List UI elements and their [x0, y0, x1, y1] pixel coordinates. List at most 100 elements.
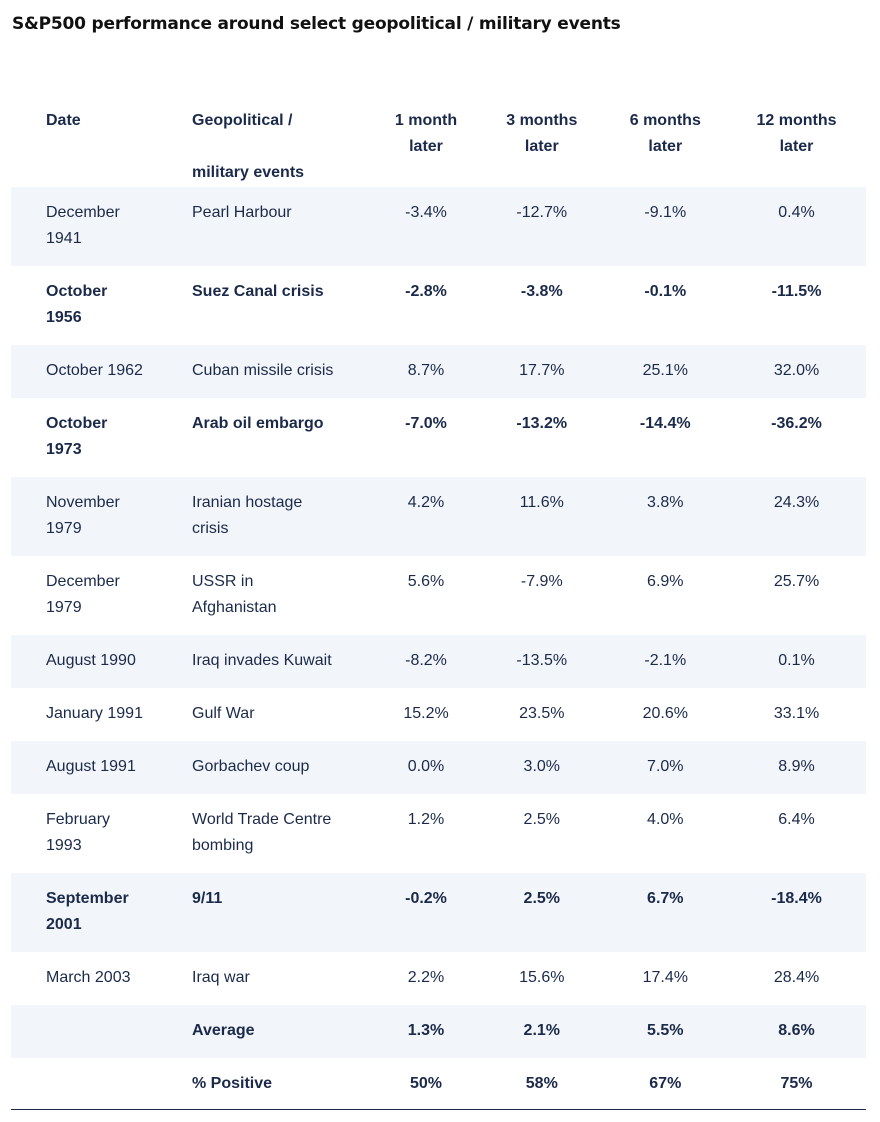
cell-12-months-text: 24.3% [773, 494, 820, 511]
cell-1-month: 15.2% [372, 688, 480, 741]
table-row: February 1993 World Trade Centre bombing 1.2… [11, 794, 866, 873]
cell-1-month: -7.0% [372, 398, 480, 477]
cell-6-months: -9.1% [604, 187, 728, 266]
cell-3-months-text: 11.6% [519, 494, 564, 511]
cell-date: March 2003 [11, 952, 192, 1005]
cell-3-months: -3.8% [480, 266, 604, 345]
cell-3-months-text: 2.5% [523, 890, 561, 907]
cell-3-months-text: 3.0% [523, 758, 561, 775]
cell-date: August 1990 [11, 635, 192, 688]
cell-event: Pearl Harbour [192, 187, 372, 266]
cell-12-months-text: 0.4% [778, 204, 815, 221]
cell-12-months: 8.6% [727, 1005, 866, 1058]
cell-3-months: 3.0% [480, 741, 604, 794]
cell-12-months: 6.4% [727, 794, 866, 873]
cell-1-month: -3.4% [372, 187, 480, 266]
cell-event-text: % Positive [192, 1075, 273, 1092]
cell-event: Iraq invades Kuwait [192, 635, 372, 688]
cell-event: Gorbachev coup [192, 741, 372, 794]
cell-date-text: October 1962 [46, 362, 143, 379]
cell-12-months-text: -18.4% [771, 890, 822, 907]
cell-event-text: Arab oil embargo [192, 415, 324, 432]
cell-6-months: 6.7% [604, 873, 728, 952]
header-12-months: 12 months later [756, 112, 837, 155]
cell-1-month-text: 15.2% [403, 705, 449, 722]
cell-6-months: 17.4% [604, 952, 728, 1005]
cell-date: August 1991 [11, 741, 192, 794]
cell-event-text: World Trade Centre [192, 811, 332, 828]
cell-6-months-text: 20.6% [642, 705, 688, 722]
cell-3-months: -12.7% [480, 187, 604, 266]
table-row: January 1991 Gulf War 15.2% 23.5% 20.6% 33.1% [11, 688, 866, 741]
cell-1-month: -0.2% [372, 873, 480, 952]
cell-6-months-text: -14.4% [639, 415, 691, 432]
cell-date: October 1956 [11, 266, 192, 345]
cell-event: Suez Canal crisis [192, 266, 372, 345]
cell-6-months: -14.4% [604, 398, 728, 477]
cell-event-text: Afghanistan [192, 599, 277, 616]
cell-1-month-text: 2.2% [407, 969, 445, 986]
cell-12-months: -36.2% [727, 398, 866, 477]
cell-6-months-text: 67% [649, 1075, 682, 1092]
table-row: September 2001 9/11 -0.2% 2.5% 6.7% -18.4% [11, 873, 866, 952]
cell-event: Iranian hostage crisis [192, 477, 372, 556]
cell-12-months: 0.1% [727, 635, 866, 688]
cell-event-text: Gorbachev coup [192, 758, 310, 775]
cell-1-month-text: 1.2% [407, 811, 445, 828]
cell-date-text: January 1991 [46, 705, 143, 722]
cell-1-month-text: -3.4% [405, 204, 447, 221]
header-6-months: 6 months later [629, 112, 701, 155]
cell-1-month: -8.2% [372, 635, 480, 688]
cell-3-months-text: -13.2% [516, 415, 568, 432]
cell-3-months-text: 15.6% [519, 969, 565, 986]
cell-3-months-text: 2.5% [523, 811, 561, 828]
cell-6-months-text: 25.1% [642, 362, 688, 379]
cell-date-text: August 1991 [46, 758, 136, 775]
cell-date-text: October [46, 283, 108, 300]
cell-event-text: Iraq invades Kuwait [192, 652, 332, 669]
page-title: S&P500 performance around select geopoli… [12, 14, 621, 34]
cell-date-text: December [46, 573, 120, 590]
cell-12-months: 25.7% [727, 556, 866, 635]
table-row: December 1941 Pearl Harbour -3.4% -12.7% -9.1… [11, 187, 866, 266]
table-row: Average 1.3% 2.1% 5.5% 8.6% [11, 1005, 866, 1058]
cell-6-months-text: 17.4% [642, 969, 688, 986]
cell-1-month-text: -2.8% [405, 283, 447, 300]
cell-6-months: 67% [604, 1058, 728, 1111]
performance-table: Date Geopolitical / military events 1 mon… [11, 108, 866, 1111]
cell-12-months: -18.4% [727, 873, 866, 952]
cell-12-months-text: 6.4% [778, 811, 815, 828]
cell-12-months: 28.4% [727, 952, 866, 1005]
cell-event-text: Suez Canal crisis [192, 283, 324, 300]
cell-event-text: Iranian hostage [192, 494, 303, 511]
header-event: Geopolitical / military events [192, 112, 305, 181]
cell-12-months: 8.9% [727, 741, 866, 794]
cell-6-months-text: 4.0% [647, 811, 684, 828]
cell-1-month: 50% [372, 1058, 480, 1111]
cell-1-month: 8.7% [372, 345, 480, 398]
cell-date: October 1973 [11, 398, 192, 477]
cell-date-text: 1973 [46, 441, 82, 458]
cell-3-months: 2.5% [480, 873, 604, 952]
cell-date-text: October [46, 415, 108, 432]
cell-date: September 2001 [11, 873, 192, 952]
cell-1-month: 5.6% [372, 556, 480, 635]
cell-12-months: 24.3% [727, 477, 866, 556]
table-row: August 1991 Gorbachev coup 0.0% 3.0% 7.0% 8.9… [11, 741, 866, 794]
cell-3-months-text: -12.7% [516, 204, 568, 221]
cell-12-months-text: 33.1% [773, 705, 820, 722]
cell-event: USSR in Afghanistan [192, 556, 372, 635]
cell-1-month: -2.8% [372, 266, 480, 345]
cell-event: % Positive [192, 1058, 372, 1111]
table-row: December 1979 USSR in Afghanistan 5.6% -7.9% 6… [11, 556, 866, 635]
table-row: August 1990 Iraq invades Kuwait -8.2% -13.5… [11, 635, 866, 688]
cell-6-months: 3.8% [604, 477, 728, 556]
cell-event: Cuban missile crisis [192, 345, 372, 398]
cell-event: Gulf War [192, 688, 372, 741]
header-3-months: 3 months later [506, 112, 578, 155]
cell-date [11, 1058, 192, 1111]
cell-event-text: 9/11 [192, 890, 223, 907]
cell-12-months-text: 32.0% [773, 362, 820, 379]
cell-12-months-text: 28.4% [773, 969, 820, 986]
cell-6-months: 7.0% [604, 741, 728, 794]
